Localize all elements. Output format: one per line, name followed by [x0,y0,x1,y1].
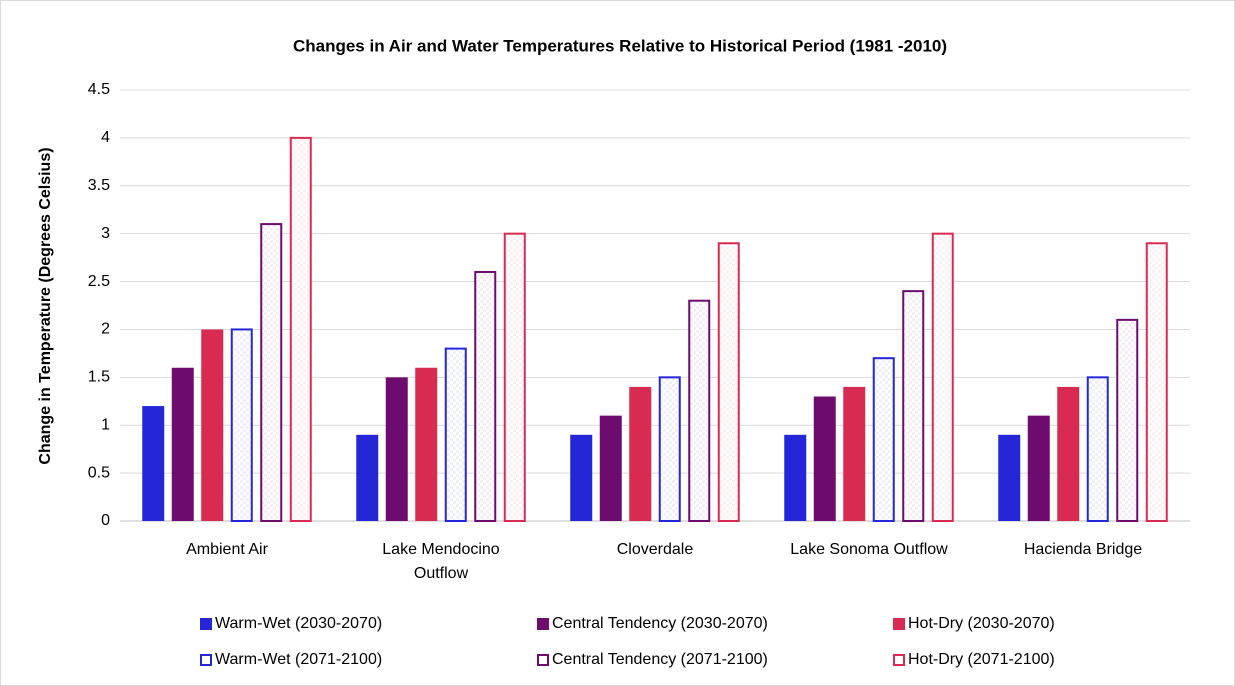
x-tick-label: Ambient Air [186,541,268,558]
bar [201,329,224,521]
legend-label: Central Tendency (2030-2070) [552,615,768,632]
legend-swatch [200,618,212,630]
legend-swatch [893,618,905,630]
legend-swatch [537,654,549,666]
chart-title: Changes in Air and Water Temperatures Re… [293,36,947,55]
legend-label: Hot-Dry (2030-2070) [908,615,1055,632]
bar [1145,242,1168,522]
legend-label: Warm-Wet (2030-2070) [215,615,382,632]
bar [385,377,408,521]
legend-label: Hot-Dry (2071-2100) [908,651,1055,668]
bar [142,406,165,521]
legend-label: Warm-Wet (2071-2100) [215,651,382,668]
bar [784,434,807,521]
bar [1027,415,1050,521]
bar [629,386,652,521]
legend-swatch [537,618,549,630]
y-tick-label: 0.5 [88,464,110,481]
y-tick-label: 3.5 [88,177,110,194]
bar [931,232,954,523]
bar [902,290,925,522]
bar [658,376,681,523]
bar [843,386,866,521]
bar [230,328,253,523]
legend-label: Central Tendency (2071-2100) [552,651,768,668]
bar [599,415,622,521]
x-tick-label: Lake Sonoma Outflow [790,541,948,558]
bar [998,434,1021,521]
x-tick-label: Lake Mendocino Outflow [382,541,500,582]
legend-swatch [893,654,905,666]
legend-swatch [200,654,212,666]
bar [570,434,593,521]
bar [171,367,194,521]
y-tick-label: 4 [101,129,110,146]
bar [813,396,836,521]
y-tick-label: 3 [101,225,110,242]
bar [1086,376,1109,523]
bar [717,242,740,522]
bar [688,299,711,523]
y-tick-label: 2 [101,321,110,338]
bar [872,357,895,522]
y-tick-label: 4.5 [88,81,110,98]
x-tick-label: Hacienda Bridge [1023,541,1143,558]
bar [356,434,379,521]
x-tick-label: Cloverdale [616,541,694,558]
y-tick-label: 2.5 [88,273,110,290]
y-axis-title: Change in Temperature (Degrees Celsius) [37,147,54,464]
y-tick-label: 1 [101,416,110,433]
bar [474,270,497,522]
bar [415,367,438,521]
y-tick-label: 1.5 [88,369,110,386]
bar [260,223,283,522]
bar [503,232,526,523]
bar [1116,318,1139,522]
y-tick-label: 0 [101,512,110,529]
bar [1057,386,1080,521]
bar [444,347,467,522]
bar [289,136,312,522]
